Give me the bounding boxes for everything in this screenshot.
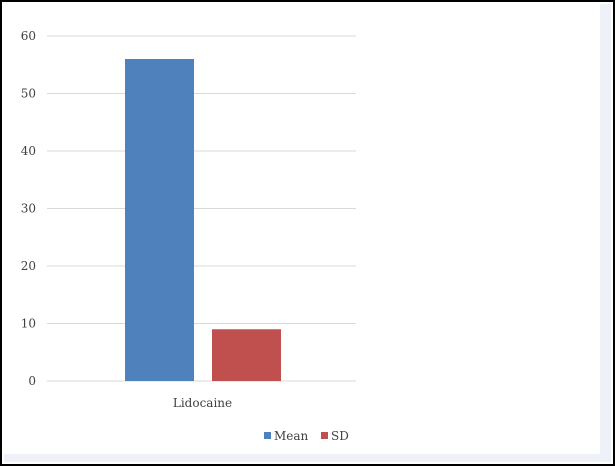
x-axis: Lidocaine bbox=[173, 396, 232, 410]
y-tick-label-30: 30 bbox=[21, 202, 36, 216]
y-tick-label-0: 0 bbox=[28, 374, 36, 388]
y-tick-label-40: 40 bbox=[21, 144, 36, 158]
right-edge-strip bbox=[600, 4, 611, 462]
y-tick-label-60: 60 bbox=[21, 29, 36, 43]
legend-swatch-sd bbox=[321, 432, 328, 439]
legend-swatch-mean bbox=[264, 432, 271, 439]
x-tick-label-lidocaine: Lidocaine bbox=[173, 396, 232, 410]
legend: Mean SD bbox=[264, 429, 349, 443]
bottom-edge-strip bbox=[4, 454, 611, 462]
bars bbox=[125, 59, 281, 381]
bar-mean-lidocaine bbox=[125, 59, 194, 381]
y-tick-label-50: 50 bbox=[21, 87, 36, 101]
gridlines bbox=[47, 35, 356, 382]
legend-label-mean: Mean bbox=[274, 429, 309, 443]
y-tick-label-20: 20 bbox=[21, 259, 36, 273]
legend-label-sd: SD bbox=[331, 429, 349, 443]
y-axis: 0 10 20 30 40 50 60 bbox=[21, 29, 36, 388]
y-tick-label-10: 10 bbox=[21, 317, 36, 331]
bar-sd-lidocaine bbox=[212, 329, 281, 381]
